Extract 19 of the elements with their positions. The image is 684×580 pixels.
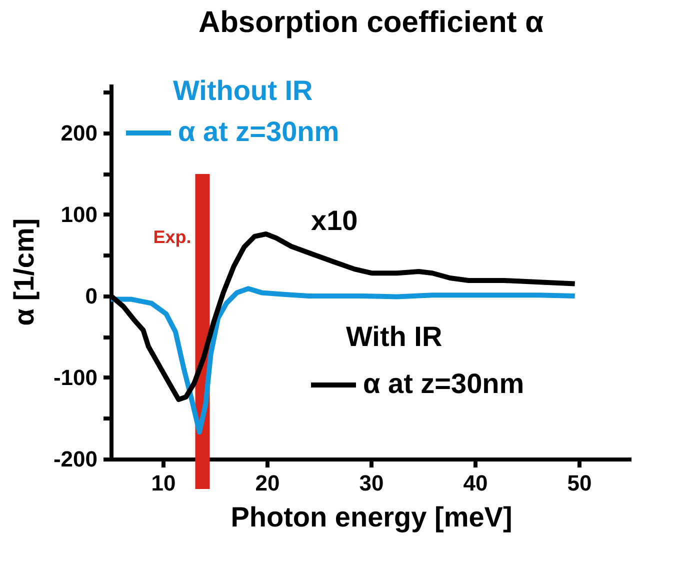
x-tick-label: 10 (151, 470, 176, 496)
x-tick-label: 50 (567, 470, 592, 496)
y-tick-label: -200 (53, 446, 98, 472)
y-tick-label: 100 (60, 202, 98, 227)
annotation: x10 (311, 205, 358, 236)
x-tick-label: 40 (463, 470, 488, 496)
legend-label: α at z=30nm (178, 116, 340, 147)
x-tick-label: 20 (255, 470, 280, 496)
y-tick-label: 200 (60, 120, 98, 146)
x-axis-title: Photon energy [meV] (230, 502, 512, 532)
chart-title: Absorption coefficient α (198, 6, 544, 39)
y-tick-label: 0 (85, 283, 98, 308)
band-label: Exp. (153, 226, 192, 247)
y-axis-title: α [1/cm] (8, 218, 40, 326)
annotation: With IR (346, 321, 442, 352)
x-tick-label: 30 (359, 470, 384, 496)
legend-label: α at z=30nm (363, 368, 524, 399)
y-tick-label: -100 (53, 364, 98, 390)
annotation: Without IR (173, 75, 313, 106)
